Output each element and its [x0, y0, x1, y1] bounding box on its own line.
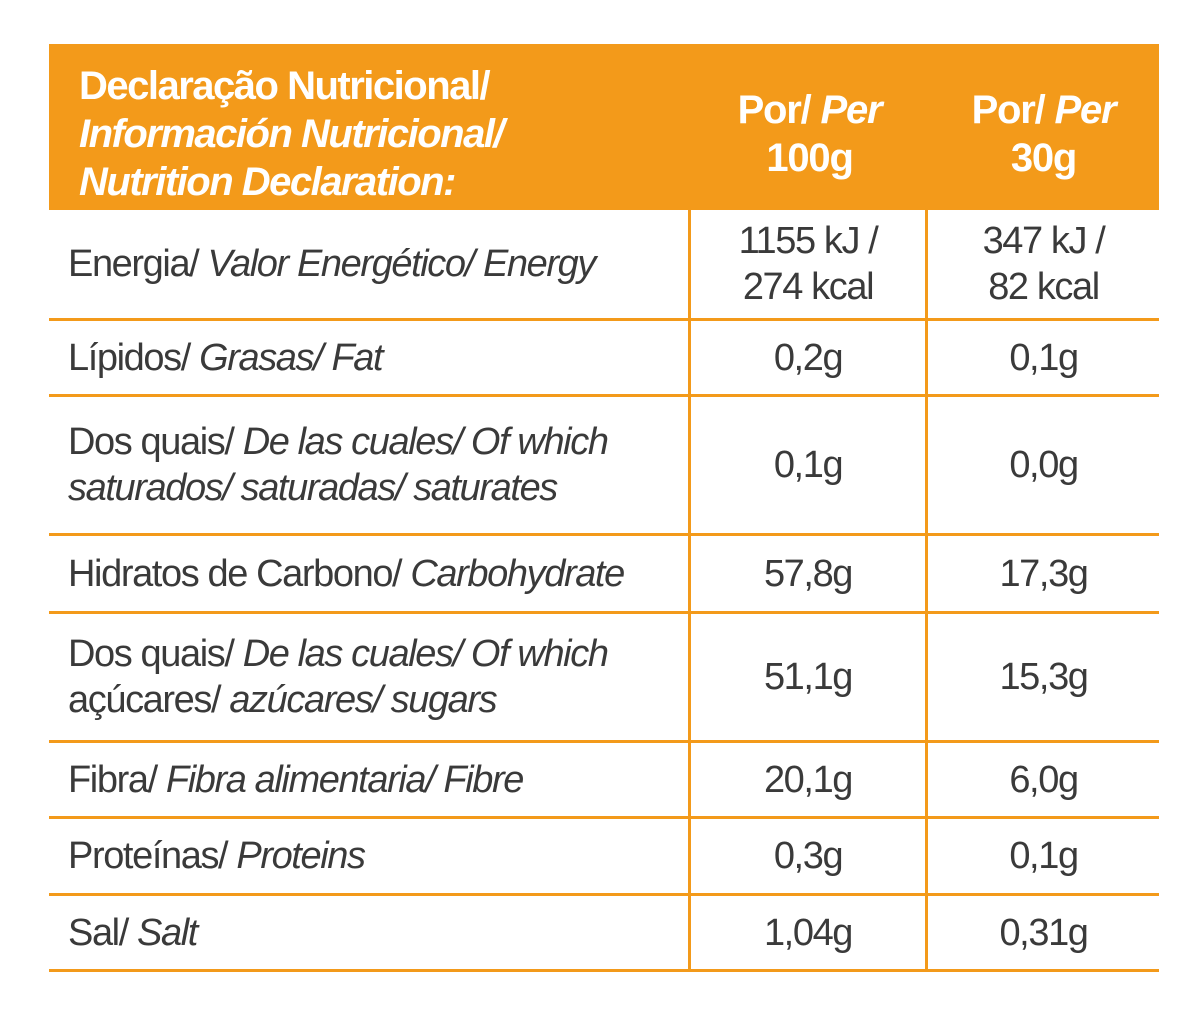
header-per-30g: Por/ Per 30g [928, 44, 1159, 210]
header-title-es: Información Nutricional/ [79, 112, 505, 156]
value-per-30g: 347 kJ / 82 kcal [928, 210, 1159, 318]
header-per-100g: Por/ Per 100g [691, 44, 928, 210]
value-per-30g: 0,0g [1009, 444, 1079, 486]
value-kcal: 274 kcal [742, 266, 875, 308]
value-per-30g: 0,1g [1009, 835, 1079, 877]
value-per-100g: 1,04g [691, 896, 928, 969]
table-row-fibre: Fibra/ Fibra alimentaria/ Fibre 20,1g 6,… [49, 743, 1159, 819]
label-es-en: Fibra alimentaria/ Fibre [165, 758, 524, 801]
table-header: Declaração Nutricional/ Información Nutr… [49, 44, 1159, 210]
header-per-30g-en: Per [1054, 88, 1117, 132]
row-label-salt: Sal/ Salt [49, 896, 691, 969]
table-row-proteins: Proteínas/ Proteins 0,3g 0,1g [49, 819, 1159, 896]
label-pt: Lípidos/ [68, 336, 200, 379]
header-title: Declaração Nutricional/ Información Nutr… [49, 44, 691, 210]
label-pt: Dos quais/ [68, 421, 243, 463]
value-kj: 1155 kJ / [738, 220, 879, 262]
value-per-100g: 0,2g [691, 321, 928, 394]
nutrition-table: Declaração Nutricional/ Información Nutr… [49, 44, 1159, 972]
row-label-saturates: Dos quais/ De las cuales/ Of which satur… [49, 397, 691, 533]
header-per-30g-pt: Por/ [971, 88, 1055, 132]
table-row-saturates: Dos quais/ De las cuales/ Of which satur… [49, 397, 1159, 536]
table-row-sugars: Dos quais/ De las cuales/ Of which açúca… [49, 614, 1159, 743]
table-row-salt: Sal/ Salt 1,04g 0,31g [49, 896, 1159, 972]
label-pt: Proteínas/ [68, 835, 237, 877]
label-pt: Sal/ [68, 911, 138, 954]
table-row-energy: Energia/ Valor Energético/ Energy 1155 k… [49, 210, 1159, 321]
header-per-100g-en: Per [820, 88, 883, 132]
row-label-energy: Energia/ Valor Energético/ Energy [49, 210, 691, 318]
header-title-en: Nutrition Declaration: [79, 160, 456, 204]
value-per-30g: 0,1g [1009, 336, 1079, 379]
value-per-100g: 20,1g [691, 743, 928, 816]
value-per-30g: 0,31g [999, 911, 1088, 954]
label-pt: Fibra/ [68, 758, 166, 801]
value-per-100g: 0,1g [691, 397, 928, 533]
label-es-en: Carbohydrate [410, 552, 625, 595]
value-per-100g: 0,3g [691, 819, 928, 893]
header-per-100g-pt: Por/ [737, 88, 821, 132]
table-row-fat: Lípidos/ Grasas/ Fat 0,2g 0,1g [49, 321, 1159, 397]
label-es-en: saturados/ saturadas/ saturates [68, 467, 558, 509]
header-per-100g-amount: 100g [766, 136, 854, 180]
header-title-pt: Declaração Nutricional/ [79, 64, 491, 108]
label-pt: Hidratos de Carbono/ [68, 552, 411, 595]
label-es-en: De las cuales/ Of which [242, 633, 609, 675]
value-kj: 347 kJ / [982, 220, 1106, 262]
label-pt: Energia/ [68, 243, 208, 285]
header-per-30g-amount: 30g [1010, 136, 1078, 180]
label-es-en: Salt [137, 911, 198, 954]
label-pt: açúcares/ [68, 679, 230, 721]
row-label-fat: Lípidos/ Grasas/ Fat [49, 321, 691, 394]
value-per-100g: 57,8g [691, 536, 928, 611]
value-per-30g: 17,3g [999, 552, 1088, 595]
row-label-fibre: Fibra/ Fibra alimentaria/ Fibre [49, 743, 691, 816]
label-es-en: azúcares/ sugars [229, 679, 497, 721]
label-es-en: Grasas/ Fat [199, 336, 384, 379]
value-per-100g: 1155 kJ / 274 kcal [691, 210, 928, 318]
label-es-en: Proteins [236, 835, 366, 877]
row-label-carbohydrate: Hidratos de Carbono/ Carbohydrate [49, 536, 691, 611]
value-per-30g: 15,3g [999, 656, 1088, 698]
label-es-en: De las cuales/ Of which [242, 421, 609, 463]
value-kcal: 82 kcal [988, 266, 1100, 308]
value-per-30g: 6,0g [1009, 758, 1079, 801]
label-pt: Dos quais/ [68, 633, 243, 675]
label-es-en: Valor Energético/ Energy [207, 243, 597, 285]
value-per-100g: 51,1g [691, 614, 928, 740]
row-label-proteins: Proteínas/ Proteins [49, 819, 691, 893]
table-row-carbohydrate: Hidratos de Carbono/ Carbohydrate 57,8g … [49, 536, 1159, 614]
row-label-sugars: Dos quais/ De las cuales/ Of which açúca… [49, 614, 691, 740]
